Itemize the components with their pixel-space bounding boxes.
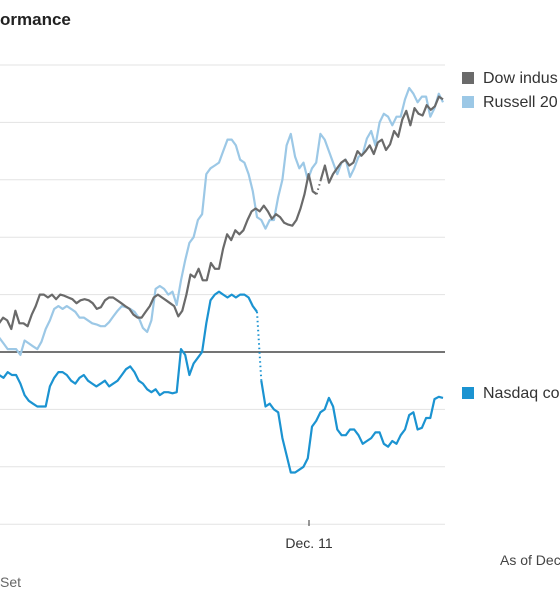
series-line [0,86,444,356]
legend-swatch [462,387,474,399]
series-gap-dotted [315,179,322,195]
series-lines [0,86,444,474]
series-line [260,380,444,474]
as-of-note: As of Dec. 1 [500,552,560,568]
legend: Dow indus Russell 20 Nasdaq co [462,70,560,402]
legend-label: Dow indus [483,70,558,87]
chart-title: ormance [0,10,71,29]
source-credit: Set [0,574,22,590]
series-line [0,290,258,408]
legend-label: Russell 20 [483,94,558,111]
legend-swatch [462,72,474,84]
series-dow-indus [0,95,444,331]
legend-label: Nasdaq co [483,385,560,402]
series-russell-20 [0,86,444,356]
legend-swatch [462,96,474,108]
series-line [0,173,318,331]
series-nasdaq-co [0,290,444,474]
x-axis: Dec. 11 [285,520,333,551]
x-tick-label: Dec. 11 [285,535,332,551]
series-gap-dotted [256,311,263,381]
series-line [319,95,444,184]
